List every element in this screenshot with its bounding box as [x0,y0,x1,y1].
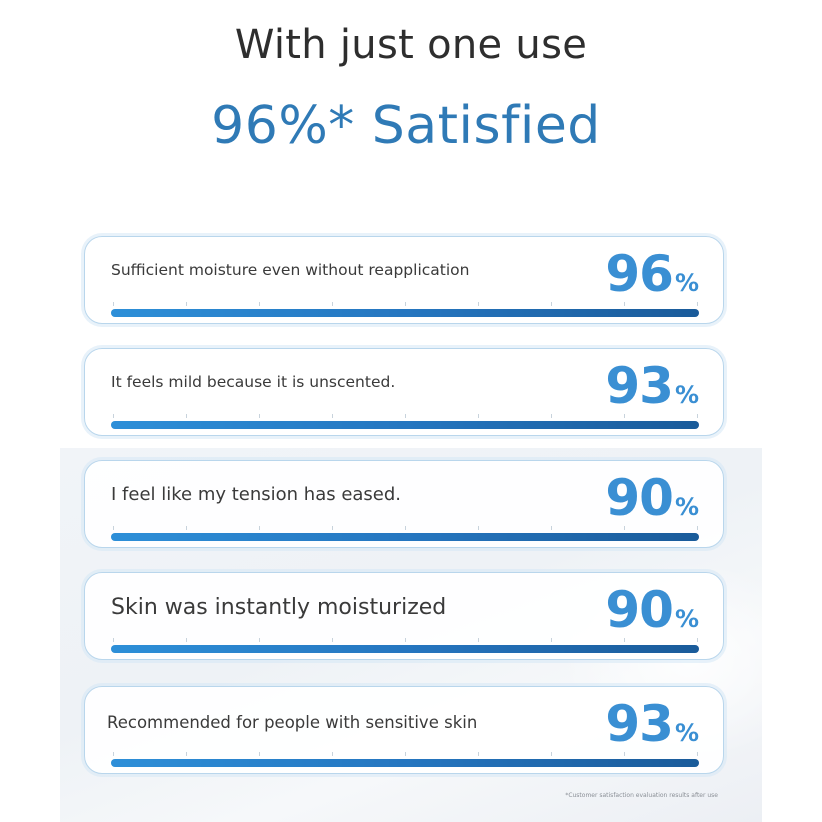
bar-tick [551,638,552,642]
bar-tick [478,638,479,642]
result-label: Recommended for people with sensitive sk… [107,713,478,732]
bar-ticks [113,526,698,530]
bar-tick [405,752,406,756]
result-bar-fill [111,533,699,541]
result-value: 93 [605,357,674,415]
result-value: 96 [605,245,674,303]
bar-tick [113,302,114,306]
page-title: With just one use [234,22,588,68]
result-bar [111,759,699,767]
bar-tick [551,752,552,756]
percent-sign: % [674,605,699,633]
bar-ticks [113,752,698,756]
result-percentage: 90% [605,469,699,527]
bar-tick [551,526,552,530]
bar-tick [405,302,406,306]
bar-tick [186,752,187,756]
bar-tick [186,414,187,418]
bar-tick [113,752,114,756]
bar-tick [186,526,187,530]
bar-tick [259,414,260,418]
bar-tick [697,752,698,756]
bar-tick [113,638,114,642]
result-value: 93 [605,695,674,753]
bar-tick [259,526,260,530]
bar-tick [697,526,698,530]
bar-tick [697,638,698,642]
bar-tick [186,302,187,306]
result-card-instant-moisture: Skin was instantly moisturized 90% [84,572,724,660]
bar-tick [624,414,625,418]
footnote: *Customer satisfaction evaluation result… [565,792,718,799]
percent-sign: % [674,269,699,297]
result-label: Skin was instantly moisturized [111,595,447,620]
percent-sign: % [674,493,699,521]
result-value: 90 [605,581,674,639]
bar-tick [624,302,625,306]
bar-tick [405,414,406,418]
bar-tick [405,638,406,642]
bar-tick [478,752,479,756]
result-bar-fill [111,421,699,429]
bar-tick [259,302,260,306]
result-percentage: 93% [605,695,699,753]
bar-tick [624,638,625,642]
bar-tick [624,752,625,756]
result-bar-fill [111,309,699,317]
result-card-moisture: Sufficient moisture even without reappli… [84,236,724,324]
bar-tick [405,526,406,530]
bar-tick [332,638,333,642]
bar-tick [113,526,114,530]
bar-tick [332,414,333,418]
result-percentage: 93% [605,357,699,415]
result-label: It feels mild because it is unscented. [111,373,396,391]
bar-ticks [113,638,698,642]
bar-tick [332,526,333,530]
bar-tick [332,752,333,756]
bar-tick [551,414,552,418]
bar-ticks [113,414,698,418]
result-bar [111,645,699,653]
bar-ticks [113,302,698,306]
bar-tick [478,526,479,530]
result-percentage: 90% [605,581,699,639]
percent-sign: % [674,381,699,409]
bar-tick [259,752,260,756]
satisfaction-headline: 96%* Satisfied [211,96,601,156]
result-bar [111,421,699,429]
result-label: I feel like my tension has eased. [111,484,402,505]
bar-tick [478,302,479,306]
result-label: Sufficient moisture even without reappli… [111,261,470,279]
result-card-unscented: It feels mild because it is unscented. 9… [84,348,724,436]
bar-tick [113,414,114,418]
result-value: 90 [605,469,674,527]
bar-tick [186,638,187,642]
bar-tick [478,414,479,418]
result-card-tension: I feel like my tension has eased. 90% [84,460,724,548]
result-bar [111,533,699,541]
percent-sign: % [674,719,699,747]
bar-tick [697,414,698,418]
bar-tick [259,638,260,642]
bar-tick [624,526,625,530]
result-card-sensitive-skin: Recommended for people with sensitive sk… [84,686,724,774]
bar-tick [332,302,333,306]
bar-tick [551,302,552,306]
bar-tick [697,302,698,306]
result-bar [111,309,699,317]
result-percentage: 96% [605,245,699,303]
result-bar-fill [111,645,699,653]
result-bar-fill [111,759,699,767]
